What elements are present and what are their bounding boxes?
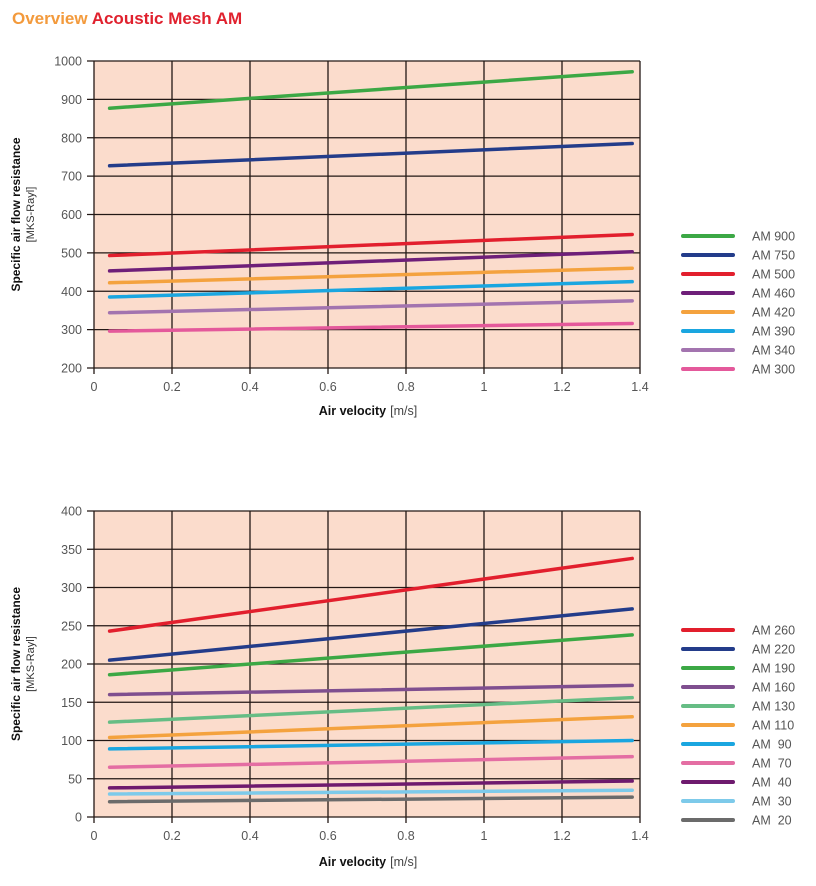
x-tick-label: 1.4 <box>631 829 648 843</box>
x-tick-label: 1.4 <box>631 380 648 394</box>
x-tick-label: 0.2 <box>163 380 180 394</box>
y-tick-label: 400 <box>61 285 82 299</box>
series-line-am-340 <box>107 299 634 315</box>
y-tick-label: 0 <box>75 811 82 825</box>
y-tick-label: 150 <box>61 696 82 710</box>
series-line-am-70 <box>107 754 634 770</box>
legend-label: AM 460 <box>752 287 795 301</box>
page-title: Overview Acoustic Mesh AM <box>12 9 242 29</box>
series-line-am-30 <box>107 788 634 796</box>
series-line-am-500 <box>107 232 634 258</box>
legend-label: AM 110 <box>752 719 794 733</box>
x-tick-label: 1 <box>481 829 488 843</box>
x-tick-label: 1.2 <box>553 829 570 843</box>
series-line-am-40 <box>107 779 634 790</box>
x-tick-label: 0.6 <box>319 829 336 843</box>
x-axis-label: Air velocity [m/s] <box>319 855 417 869</box>
series-line-am-460 <box>107 249 634 273</box>
series-line-am-300 <box>107 321 634 333</box>
x-tick-label: 0 <box>91 829 98 843</box>
x-axis-label: Air velocity [m/s] <box>319 404 417 418</box>
y-tick-label: 500 <box>61 246 82 260</box>
y-tick-label: 600 <box>61 208 82 222</box>
x-tick-label: 0.4 <box>241 380 258 394</box>
series-line-am-260 <box>107 556 634 633</box>
x-tick-label: 0.6 <box>319 380 336 394</box>
legend-label: AM 260 <box>752 624 795 638</box>
legend-label: AM 340 <box>752 344 795 358</box>
x-axis-unit: [m/s] <box>390 404 417 418</box>
legend-label: AM 750 <box>752 249 795 263</box>
x-tick-label: 0.4 <box>241 829 258 843</box>
legend-label: AM 390 <box>752 325 795 339</box>
y-tick-label: 300 <box>61 323 82 337</box>
legend-label: AM 30 <box>752 795 792 809</box>
x-tick-label: 1.2 <box>553 380 570 394</box>
y-tick-label: 900 <box>61 93 82 107</box>
legend-label: AM 190 <box>752 662 795 676</box>
legend-label: AM 900 <box>752 230 795 244</box>
chart-bottom: 0 0.2 0.4 0.6 0.8 1 1.2 1.4 0 50 100 150 200 250 300 35… <box>9 505 795 870</box>
series-line-am-130 <box>107 695 634 724</box>
series-line-am-90 <box>107 738 634 751</box>
legend-label: AM 70 <box>752 757 792 771</box>
y-axis-label: Specific air flow resistance <box>9 587 23 741</box>
legend-label: AM 130 <box>752 700 795 714</box>
series-line-am-160 <box>107 683 634 697</box>
y-tick-label: 300 <box>61 581 82 595</box>
series-line-am-110 <box>107 715 634 740</box>
legend-label: AM 420 <box>752 306 795 320</box>
x-tick-label: 0.8 <box>397 380 414 394</box>
series-line-am-900 <box>107 69 634 110</box>
y-tick-label: 250 <box>61 619 82 633</box>
y-axis-unit: [MKS-Rayl] <box>25 636 37 692</box>
chart-top: 0 0.2 0.4 0.6 0.8 1 1.2 1.4 200 300 400 500 600 700 80… <box>9 55 795 419</box>
y-tick-label: 200 <box>61 658 82 672</box>
series-line-am-420 <box>107 266 634 285</box>
series-line-am-220 <box>107 607 634 662</box>
series-line-am-190 <box>107 633 634 677</box>
title-prefix: Overview <box>12 9 88 28</box>
y-tick-label: 700 <box>61 170 82 184</box>
y-axis-unit: [MKS-Rayl] <box>25 187 37 243</box>
x-tick-label: 0.2 <box>163 829 180 843</box>
x-axis-unit: [m/s] <box>390 855 417 869</box>
y-tick-label: 200 <box>61 362 82 376</box>
x-tick-label: 0 <box>91 380 98 394</box>
legend-label: AM 160 <box>752 681 795 695</box>
x-tick-label: 0.8 <box>397 829 414 843</box>
title-main: Acoustic Mesh AM <box>91 9 243 28</box>
y-tick-label: 1000 <box>54 55 82 69</box>
legend-label: AM 20 <box>752 814 792 828</box>
series-line-am-750 <box>107 141 634 168</box>
x-tick-label: 1 <box>481 380 488 394</box>
y-tick-label: 100 <box>61 734 82 748</box>
x-axis-title: Air velocity <box>319 855 386 869</box>
legend-label: AM 90 <box>752 738 792 752</box>
y-tick-label: 800 <box>61 131 82 145</box>
y-axis-label: Specific air flow resistance <box>9 137 23 291</box>
series-line-am-390 <box>107 279 634 299</box>
x-axis-title: Air velocity <box>319 404 386 418</box>
legend-label: AM 300 <box>752 363 795 377</box>
legend-label: AM 500 <box>752 268 795 282</box>
legend-label: AM 220 <box>752 643 795 657</box>
series-line-am-20 <box>107 795 634 804</box>
y-tick-label: 50 <box>68 772 82 786</box>
legend-label: AM 40 <box>752 776 792 790</box>
y-tick-label: 350 <box>61 543 82 557</box>
y-tick-label: 400 <box>61 505 82 519</box>
